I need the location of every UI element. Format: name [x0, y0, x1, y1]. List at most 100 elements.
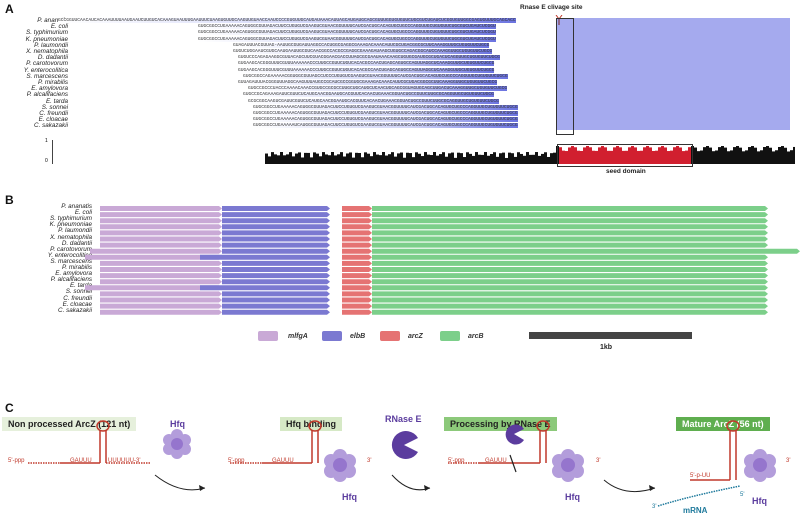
conservation-bar	[550, 153, 553, 164]
conservation-bar	[325, 154, 328, 164]
gene-elbb	[222, 212, 330, 218]
conservation-bar	[661, 146, 664, 164]
gene-elbb	[222, 206, 330, 211]
legend-swatch-arcz	[380, 331, 400, 341]
conservation-bar	[415, 152, 418, 164]
conservation-bar	[643, 147, 646, 164]
species-b-label: E. amylovora	[55, 270, 92, 278]
species-b-label: P. alcalifaciens	[50, 276, 92, 284]
gene-arcz	[342, 297, 372, 303]
cleavage-site-box	[556, 18, 574, 135]
species-a-label: X. nematophila	[25, 48, 68, 55]
species-b-label: D. dadantii	[61, 239, 92, 247]
conservation-bar	[436, 155, 439, 164]
conservation-bar	[664, 147, 667, 164]
conservation-bar	[565, 151, 568, 164]
conservation-bar	[622, 150, 625, 164]
three-prime-2: 3'	[367, 458, 372, 464]
conservation-bar	[757, 151, 760, 164]
sequence-row: GUGCGGCCAGAAAAACGGUGGCGUUAGCCUCCCUGUGUCG…	[58, 73, 788, 79]
conservation-bar	[637, 150, 640, 164]
conservation-bar	[784, 147, 787, 164]
conservation-bar	[781, 146, 784, 164]
gene-mlfga	[90, 248, 222, 254]
gene-elbb	[222, 224, 330, 230]
sequence-text: GUGUCUGGAAUCGUGCAAUGAAUUGCGUCAACGGCCACGC…	[233, 49, 493, 54]
conservation-bar	[370, 156, 373, 164]
sequence-text: GUGUCCCAGAGAAGGCGUUACAGCUUCGUACGGAACGACC…	[238, 55, 500, 61]
conservation-bar	[574, 147, 577, 164]
conservation-bar	[322, 152, 325, 164]
conservation-bar	[631, 146, 634, 164]
hfq-label-3: Hfq	[565, 492, 580, 502]
species-b-label: P. carotovorum	[50, 245, 92, 253]
conservation-bar	[295, 153, 298, 164]
sequence-text: GUGCCGCCCUACCCAAAACAAACCGUGCCGCGCCUUGCUG…	[248, 86, 508, 92]
sequence-row: GUGCGGCCUGAAAAACAGUGGCGUUAGACUUCCUGUGUCG…	[58, 24, 788, 30]
conservation-bar	[709, 147, 712, 164]
conservation-bar	[511, 153, 514, 164]
gene-arcb	[372, 297, 768, 303]
conservation-bar	[328, 155, 331, 164]
sequence-text: GCGCGGCAAGUCGAUUCGUUCUCAUGCAACGGAAUGCACG…	[248, 98, 499, 104]
conservation-bar	[610, 150, 613, 164]
gauuu-2: GAUUU	[272, 458, 294, 464]
conservation-bar	[787, 151, 790, 164]
sequence-row: GUGAAGCACGGGUUUCGUUUAAAAAACCCUUGCCGUUCUG…	[58, 67, 788, 73]
conservation-bar	[451, 152, 454, 164]
legend-label-mlfga: mlfgA	[288, 333, 308, 340]
gene-mlfga	[100, 267, 222, 272]
sequence-text: GCCGGUUCAACAUCACAAAUUUUAAUGAAUCUUGUCACAA…	[58, 18, 516, 23]
five-ppp-1: 5'-ppp	[8, 458, 25, 464]
gene-elbb	[222, 291, 330, 297]
sequence-row: GUGUCCCAGAGAAGGCGUUACAGCUUCGUACGGAACGACC…	[58, 55, 788, 61]
conservation-bar	[337, 154, 340, 164]
gene-arcz	[342, 230, 372, 236]
gene-elbb	[222, 267, 330, 272]
hfq-hexamer-1	[163, 429, 191, 459]
conservation-bar	[340, 152, 343, 164]
conservation-bar	[553, 152, 556, 164]
conservation-bar	[358, 152, 361, 164]
sequence-row: GUUAGAUUUACGGGUUUAGGCAAGUUUAUGCCGCAUCGCC…	[58, 80, 788, 85]
conservation-bar	[760, 150, 763, 164]
conservation-bar	[592, 150, 595, 164]
conservation-bar	[313, 152, 316, 164]
conservation-bar	[316, 153, 319, 164]
conservation-bar	[421, 156, 424, 164]
conservation-axis	[52, 140, 53, 164]
conservation-bar	[514, 156, 517, 164]
sequence-row: GUGUCUGGAAUCGUGCAAUGAAUUGCGUCAACGGCCACGC…	[58, 49, 788, 54]
conservation-bar	[541, 153, 544, 164]
processing-diagram	[28, 420, 776, 507]
conservation-bar	[430, 155, 433, 164]
conservation-bar	[493, 152, 496, 164]
conservation-bar	[532, 154, 535, 164]
gene-arcz	[342, 242, 372, 248]
conservation-bar	[679, 147, 682, 164]
three-prime-3: 3'	[596, 458, 601, 464]
conservation-bar	[688, 147, 691, 164]
sequence-text: GUGCGGCCUGAAAAACAGUGGCGUUAGACUUCCUGUGUCG…	[253, 117, 518, 123]
conservation-bar	[499, 153, 502, 164]
conservation-bar	[319, 156, 322, 164]
conservation-bar	[496, 156, 499, 164]
gene-elbb	[222, 230, 330, 236]
gene-elbb	[222, 303, 330, 309]
conservation-bar	[721, 146, 724, 164]
gene-arcz	[342, 303, 372, 309]
conservation-bar	[391, 152, 394, 164]
sequence-row: GUGCGGCCUGAAAAAUCAUGGCGUUAGACUUCCUGUGUCG…	[58, 123, 788, 129]
sequence-text: GUGCGGCCUGAAAAACAGUGGCGUUAGACUUCCUGUGUCG…	[198, 30, 496, 36]
conservation-bar	[442, 152, 445, 164]
species-b-label: S. sonnei	[65, 288, 92, 296]
conservation-bar	[445, 156, 448, 164]
conservation-bar	[412, 157, 415, 164]
gene-arcz	[342, 254, 372, 260]
sequence-text: GUGAAGCACGGGUUUCGUUUAAAAAACCCUUGCCGUUCUG…	[238, 67, 495, 73]
legend-swatch-elbb	[322, 331, 342, 341]
sequence-row: GUGCCGCAGAAAGAUUCGUUCUCAUGCAACGGAAUGCACG…	[58, 92, 788, 98]
gene-arcb	[372, 230, 768, 236]
conservation-bar	[601, 146, 604, 164]
conservation-bar	[403, 157, 406, 164]
